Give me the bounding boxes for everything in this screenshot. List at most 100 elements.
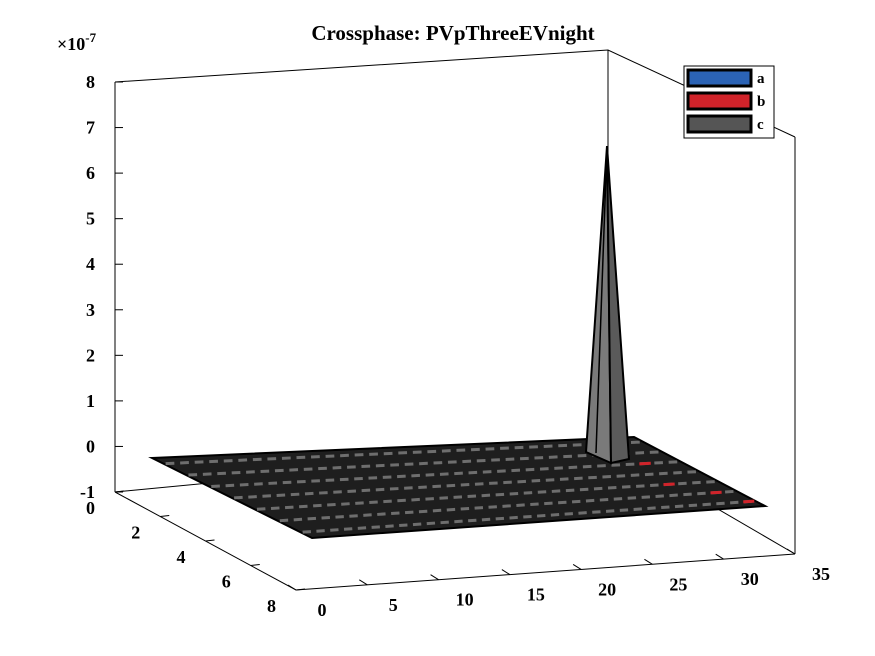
surface-bar (523, 516, 531, 517)
surface-bar (439, 498, 447, 499)
surface-bar (586, 500, 594, 501)
surface-bar (335, 517, 343, 518)
surface-bar (454, 521, 462, 522)
surface-bar (661, 507, 669, 508)
surface-bar (551, 515, 559, 516)
z-tick-label: 8 (86, 72, 95, 92)
x-tick-mark (644, 559, 652, 564)
chart-title: Crossphase: PVpThreeEVnight (311, 21, 594, 45)
surface-bar (383, 501, 391, 502)
surface-bar (316, 531, 324, 532)
legend-swatch-a (688, 70, 751, 86)
surface-bar (468, 520, 476, 521)
legend-label-c: c (757, 117, 764, 133)
surface-bar (669, 495, 677, 496)
surface-bar (349, 516, 357, 517)
legend: abc (684, 66, 774, 138)
surface-bar (303, 532, 311, 533)
surface-bar (642, 497, 650, 498)
legend-swatch-b (688, 93, 751, 109)
surface-bar (425, 499, 433, 500)
legend-label-a: a (757, 71, 765, 87)
legend-label-b: b (757, 94, 765, 110)
z-tick-label: 5 (86, 209, 95, 229)
x-tick-mark (359, 580, 367, 585)
y-tick-label: 6 (222, 572, 231, 592)
surface-bar (496, 518, 504, 519)
surface-bar (496, 494, 504, 495)
series-b-bar (743, 501, 754, 502)
surface-bar (482, 519, 490, 520)
surface-bar (271, 508, 279, 509)
surface-bar (397, 500, 405, 501)
x-tick-mark (431, 575, 439, 580)
surface-bar (614, 499, 622, 500)
surface-bar (537, 515, 545, 516)
surface-bar (391, 513, 399, 514)
x-tick-mark (716, 554, 724, 559)
x-tick-label: 25 (669, 574, 687, 594)
surface-bar (572, 501, 580, 502)
z-tick-label: 0 (86, 436, 95, 456)
x-tick-label: 5 (389, 595, 398, 615)
surface-bar (692, 482, 700, 483)
surface-bar (510, 493, 518, 494)
x-tick-label: 10 (456, 590, 474, 610)
surface-bar (341, 504, 349, 505)
surface-bar (372, 527, 380, 528)
surface-bar (405, 512, 413, 513)
surface-bar (327, 505, 335, 506)
surface-bar (363, 515, 371, 516)
surface-bar (634, 509, 642, 510)
surface-bar (628, 498, 636, 499)
surface-bar (468, 496, 476, 497)
surface-bar (294, 519, 302, 520)
surface-bar (725, 491, 733, 492)
surface-bar (606, 511, 614, 512)
surface-bar (344, 529, 352, 530)
surface-bar (566, 490, 574, 491)
surface-bar (447, 509, 455, 510)
surface-bar (369, 502, 377, 503)
surface-bar (580, 489, 588, 490)
surface-bar (516, 505, 524, 506)
z-tick-label: 1 (86, 391, 95, 411)
surface-bar (697, 493, 705, 494)
surface-bar (565, 514, 573, 515)
x-tick-mark (288, 585, 296, 590)
z-scale-label: ×10-7 (57, 30, 97, 54)
surface-bar (308, 518, 316, 519)
z-tick-label: 6 (86, 163, 95, 183)
surface-bar (385, 526, 393, 527)
surface-bar (716, 503, 724, 504)
surface-bar (509, 517, 517, 518)
surface-bar (689, 505, 697, 506)
x-tick-mark (787, 549, 795, 554)
surface-bar (413, 524, 421, 525)
surface-bar (706, 482, 714, 483)
surface-bar (419, 511, 427, 512)
y-tick-mark (206, 540, 215, 541)
surface-bar (558, 502, 566, 503)
surface-bar (358, 528, 366, 529)
y-tick-label: 8 (267, 596, 276, 616)
bar-surface (152, 146, 765, 538)
surface-bar (461, 509, 469, 510)
surface-bar (636, 486, 644, 487)
surface-bar (313, 505, 321, 506)
surface-bar (257, 509, 265, 510)
surface-bar (600, 500, 608, 501)
series-b-bar (639, 463, 650, 464)
series-b-bar (663, 484, 674, 485)
z-tick-label: 2 (86, 345, 95, 365)
surface-bar (524, 493, 532, 494)
surface-bar (454, 497, 462, 498)
y-tick-mark (251, 565, 260, 566)
surface-bar (285, 507, 293, 508)
surface-bar (530, 504, 538, 505)
surface-bar (377, 514, 385, 515)
surface-bar (441, 522, 449, 523)
surface-bar (608, 488, 616, 489)
surface-bar (433, 510, 441, 511)
